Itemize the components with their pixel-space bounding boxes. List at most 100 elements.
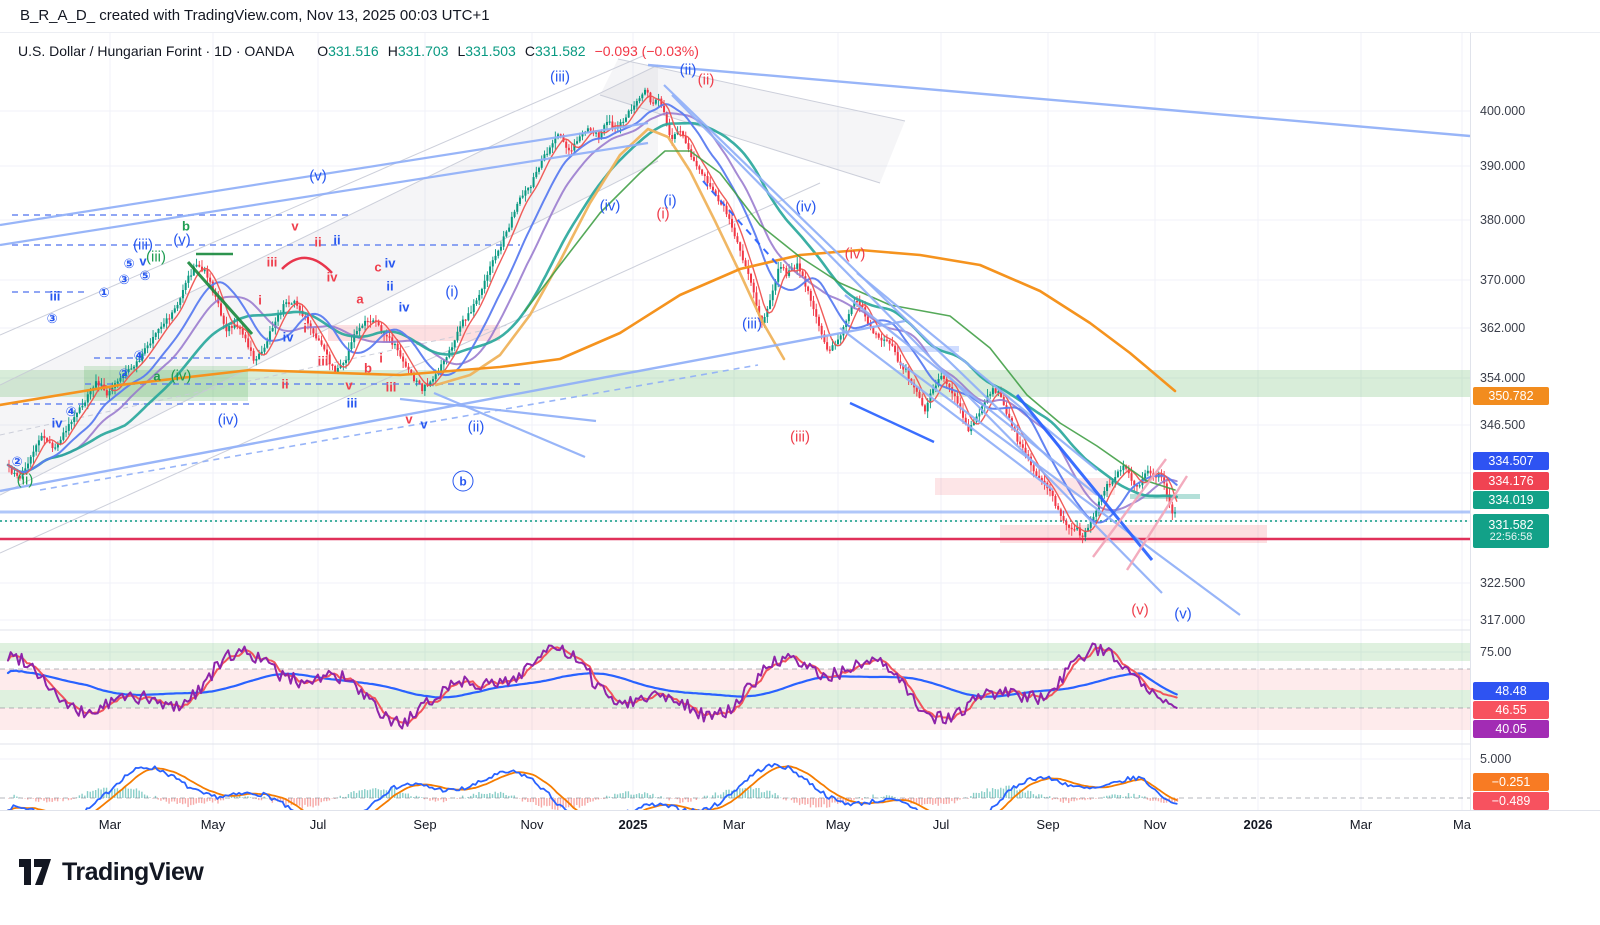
wave-label[interactable]: v [405, 411, 413, 427]
wave-label[interactable]: v [291, 218, 299, 234]
ma-orange [0, 248, 1177, 407]
price-axis-tick: 346.500 [1480, 418, 1526, 432]
price-badge: 40.05 [1473, 720, 1549, 738]
snapshot-caption: B_R_A_D_ created with TradingView.com, N… [20, 7, 490, 24]
wave-label[interactable]: (i) [656, 205, 670, 223]
symbol-title: U.S. Dollar / Hungarian Forint · 1D · OA… [18, 43, 295, 59]
price-axis-tick: 362.000 [1480, 321, 1526, 335]
channel-fills [0, 59, 1470, 543]
wave-label[interactable]: b [364, 360, 372, 376]
wave-label[interactable]: ③ [118, 272, 130, 287]
ohlc-value: 331.582 [534, 43, 586, 59]
ohlc-label: H [387, 43, 398, 59]
wave-label[interactable]: iii [49, 288, 61, 304]
wave-label[interactable]: (iii) [742, 315, 762, 333]
price-badge: −0.489 [1473, 792, 1549, 810]
wave-label[interactable]: i [258, 292, 262, 308]
indicator-panel-rsi [0, 643, 1470, 730]
price-badge: 331.582 22:56:58 [1473, 514, 1549, 548]
ma-green [524, 150, 1176, 491]
wave-label[interactable]: iv [398, 299, 410, 315]
wave-label[interactable]: (iii) [146, 248, 166, 266]
wave-label[interactable]: b [452, 470, 474, 492]
price-axis-tick: 370.000 [1480, 273, 1526, 287]
wave-label[interactable]: (iii) [133, 236, 153, 254]
ma-purple [7, 112, 1178, 512]
wave-label[interactable]: a [153, 368, 161, 384]
ohlc-values: O331.516 H331.703 L331.503 C331.582 [308, 43, 585, 59]
wave-label[interactable]: (iv) [217, 411, 239, 429]
wave-label[interactable]: (v) [1131, 601, 1149, 619]
time-axis-tick: Ma [1452, 817, 1472, 832]
wave-label[interactable]: iii [385, 379, 397, 395]
wave-label[interactable]: ④ [65, 404, 77, 419]
price-scale[interactable]: 400.000 390.000 380.000 370.000 362.000 354.0… [1470, 33, 1600, 843]
wave-label[interactable]: iv [384, 255, 396, 271]
wave-label[interactable]: (v) [173, 231, 191, 249]
time-axis-tick: May [825, 817, 851, 832]
wave-label[interactable]: ③ [46, 311, 58, 326]
change-value: −0.093 (−0.03%) [594, 43, 699, 59]
wave-label[interactable]: v [345, 377, 353, 393]
wave-label[interactable]: iv [282, 329, 294, 345]
time-axis-tick: Sep [1036, 817, 1060, 832]
wave-label[interactable]: (iv) [844, 245, 866, 263]
wave-label[interactable]: (iv) [599, 197, 621, 215]
wave-label[interactable]: ② [118, 366, 130, 381]
wave-label[interactable]: (ii) [697, 71, 715, 89]
wave-label[interactable]: b [182, 218, 190, 234]
wave-label[interactable]: iii [346, 395, 358, 411]
wave-label[interactable]: c [374, 259, 382, 275]
time-axis-tick: Nov [520, 817, 544, 832]
wave-label[interactable]: (iv) [170, 367, 192, 385]
wave-label[interactable]: (v) [309, 167, 327, 185]
price-axis-tick: 317.000 [1480, 613, 1526, 627]
wave-label[interactable]: iii [266, 254, 278, 270]
wave-label[interactable]: ii [386, 278, 394, 294]
ohlc-label: L [457, 43, 466, 59]
time-scale[interactable]: Mar May Jul Sep Nov 2025 Mar May Jul Sep Nov 2026 Ma… [0, 810, 1600, 843]
wave-label[interactable]: a [356, 291, 364, 307]
wave-label[interactable]: (v) [1174, 605, 1192, 623]
price-axis-tick: 322.500 [1480, 576, 1526, 590]
footer: TradingView [0, 842, 1600, 925]
wave-label[interactable]: v [420, 416, 428, 432]
wave-label[interactable]: v [139, 253, 147, 269]
price-axis-tick: 75.00 [1480, 645, 1512, 659]
wave-label[interactable]: ① [98, 285, 110, 300]
wave-label[interactable]: i [303, 320, 307, 336]
wave-label[interactable]: ⑤ [123, 256, 135, 271]
wave-label[interactable]: ② [11, 454, 23, 469]
wave-label[interactable]: (iii) [550, 68, 570, 86]
wave-label[interactable]: ④ [133, 348, 145, 363]
tradingview-logo-icon [19, 859, 51, 885]
price-chart-canvas[interactable] [0, 33, 1470, 843]
symbol-header: U.S. Dollar / Hungarian Forint · 1D · OA… [18, 43, 699, 59]
wave-label[interactable]: (i) [663, 192, 677, 210]
wave-label[interactable]: (iii) [790, 428, 810, 446]
wave-label[interactable]: (ii) [679, 61, 697, 79]
price-axis-tick: 400.000 [1480, 104, 1526, 118]
time-axis-tick: Mar [722, 817, 746, 832]
ohlc-label: O [317, 43, 329, 59]
tradingview-logo[interactable]: TradingView [16, 857, 204, 887]
wave-label[interactable]: ⑤ [139, 268, 151, 283]
time-axis-tick: Sep [413, 817, 437, 832]
price-axis-tick: 380.000 [1480, 213, 1526, 227]
wave-label[interactable]: iv [326, 269, 338, 285]
wave-label[interactable]: ii [281, 376, 289, 392]
wave-label[interactable]: ii [314, 234, 322, 250]
wave-label[interactable]: (i) [445, 283, 459, 301]
wave-label[interactable]: i [379, 350, 383, 366]
wave-label[interactable]: ii [333, 232, 341, 248]
wave-label[interactable]: (ii) [16, 471, 34, 489]
bar-countdown: 22:56:58 [1489, 531, 1533, 544]
wave-label[interactable]: (ii) [467, 418, 485, 436]
ma-tan [434, 127, 786, 387]
wave-label[interactable]: iii [317, 353, 329, 369]
wave-label[interactable]: iv [51, 415, 63, 431]
price-badge: 350.782 [1473, 387, 1549, 405]
price-axis-tick: 5.000 [1480, 752, 1512, 766]
wave-label[interactable]: (iv) [795, 198, 817, 216]
